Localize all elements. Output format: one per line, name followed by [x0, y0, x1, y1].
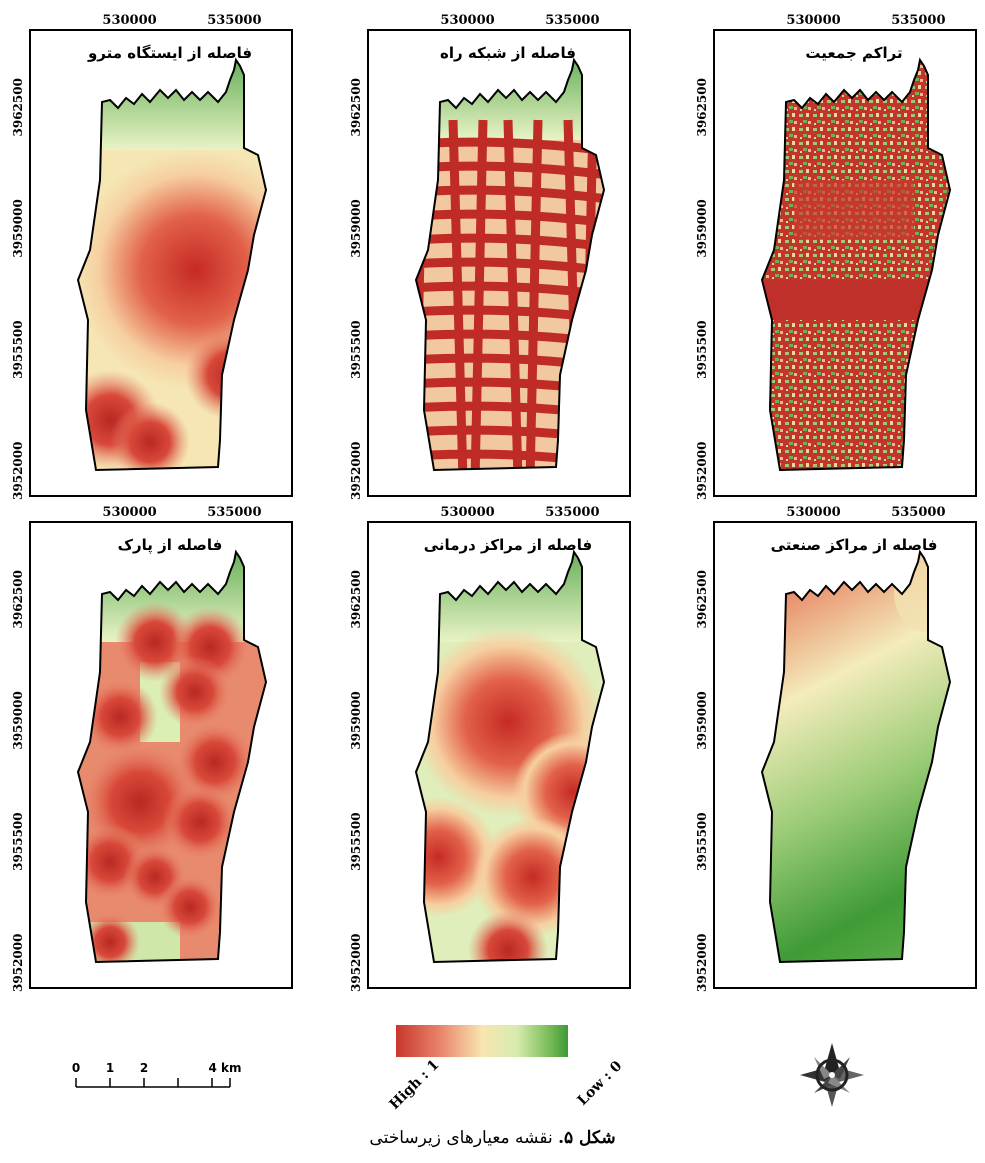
legend-color-ramp — [396, 1025, 568, 1057]
y-tick-label: 3955500 — [695, 812, 709, 870]
scale-bar-label: 0 — [72, 1061, 80, 1075]
y-tick-label: 3962500 — [11, 78, 25, 136]
y-tick-label: 3962500 — [695, 78, 709, 136]
scale-bar-label: 2 — [140, 1061, 148, 1075]
x-tick-label: 535000 — [545, 13, 599, 28]
y-tick-label: 3959000 — [349, 199, 363, 257]
map-panel-industrial: 530000 535000 3962500 3959000 3955500 3952000… — [695, 505, 977, 992]
panel-title: فاصله از مراکز صنعتی — [771, 536, 938, 554]
compass-rose-icon — [800, 1043, 864, 1107]
map-panel-park: 530000 535000 3962500 3959000 3955500 3952000… — [11, 505, 293, 992]
y-tick-label: 3959000 — [695, 691, 709, 749]
y-tick-label: 3959000 — [349, 691, 363, 749]
x-tick-label: 530000 — [786, 505, 840, 520]
scale-bar: 0 1 2 4 km — [72, 1061, 242, 1088]
study-area-boundary — [414, 549, 606, 964]
y-tick-label: 3962500 — [349, 570, 363, 628]
x-tick-label: 535000 — [891, 505, 945, 520]
figure-caption: شکل ۵. نقشه معیارهای زیرساختی — [0, 1128, 985, 1148]
panel-title: تراکم جمعیت — [805, 44, 902, 62]
study-area-boundary — [760, 549, 952, 964]
study-area-boundary — [76, 549, 268, 964]
y-tick-label: 3952000 — [349, 442, 363, 500]
y-tick-label: 3952000 — [11, 442, 25, 500]
map-panel-population: 530000 535000 3962500 3959000 3955500 3952000… — [695, 13, 977, 500]
scale-bar-label: 1 — [106, 1061, 114, 1075]
x-tick-label: 530000 — [440, 13, 494, 28]
legend-high-label: High : 1 — [387, 1057, 443, 1113]
panel-title: فاصله از ایستگاه مترو — [87, 44, 252, 62]
map-surface — [78, 552, 266, 962]
figure-caption-text: نقشه معیارهای زیرساختی — [369, 1128, 559, 1148]
map-panel-roads: 530000 535000 3962500 3959000 3955500 3952000… — [349, 13, 631, 500]
x-tick-label: 535000 — [545, 505, 599, 520]
y-tick-label: 3959000 — [11, 199, 25, 257]
x-tick-label: 535000 — [207, 505, 261, 520]
map-surface — [416, 60, 604, 470]
study-area-boundary — [76, 57, 268, 472]
y-tick-label: 3955500 — [695, 320, 709, 378]
panel-title: فاصله از شبکه راه — [440, 44, 576, 62]
y-tick-label: 3955500 — [11, 320, 25, 378]
map-panel-metro: 530000 535000 3962500 3959000 3955500 3952000… — [11, 13, 293, 500]
y-tick-label: 3955500 — [349, 320, 363, 378]
x-tick-label: 530000 — [786, 13, 840, 28]
y-tick-label: 3962500 — [349, 78, 363, 136]
x-tick-label: 530000 — [102, 13, 156, 28]
y-tick-label: 3952000 — [695, 442, 709, 500]
y-tick-label: 3955500 — [349, 812, 363, 870]
legend-low-label: Low : 0 — [575, 1058, 626, 1109]
study-area-boundary — [760, 57, 952, 472]
x-tick-label: 530000 — [440, 505, 494, 520]
y-tick-label: 3952000 — [695, 934, 709, 992]
y-tick-label: 3952000 — [349, 934, 363, 992]
x-tick-label: 535000 — [891, 13, 945, 28]
panel-title: فاصله از مراکز درمانی — [424, 536, 593, 554]
figure-caption-label: شکل ۵. — [558, 1128, 616, 1148]
panel-title: فاصله از پارک — [118, 536, 223, 555]
y-tick-label: 3962500 — [11, 570, 25, 628]
study-area-boundary — [414, 57, 606, 472]
x-tick-label: 530000 — [102, 505, 156, 520]
y-tick-label: 3955500 — [11, 812, 25, 870]
map-panel-medical: 530000 535000 3962500 3959000 3955500 3952000… — [349, 505, 631, 992]
color-legend: High : 1 Low : 0 — [387, 1025, 626, 1113]
y-tick-label: 3952000 — [11, 934, 25, 992]
scale-bar-label: 4 km — [208, 1061, 241, 1075]
y-tick-label: 3962500 — [695, 570, 709, 628]
x-tick-label: 535000 — [207, 13, 261, 28]
y-tick-label: 3959000 — [695, 199, 709, 257]
y-tick-label: 3959000 — [11, 691, 25, 749]
